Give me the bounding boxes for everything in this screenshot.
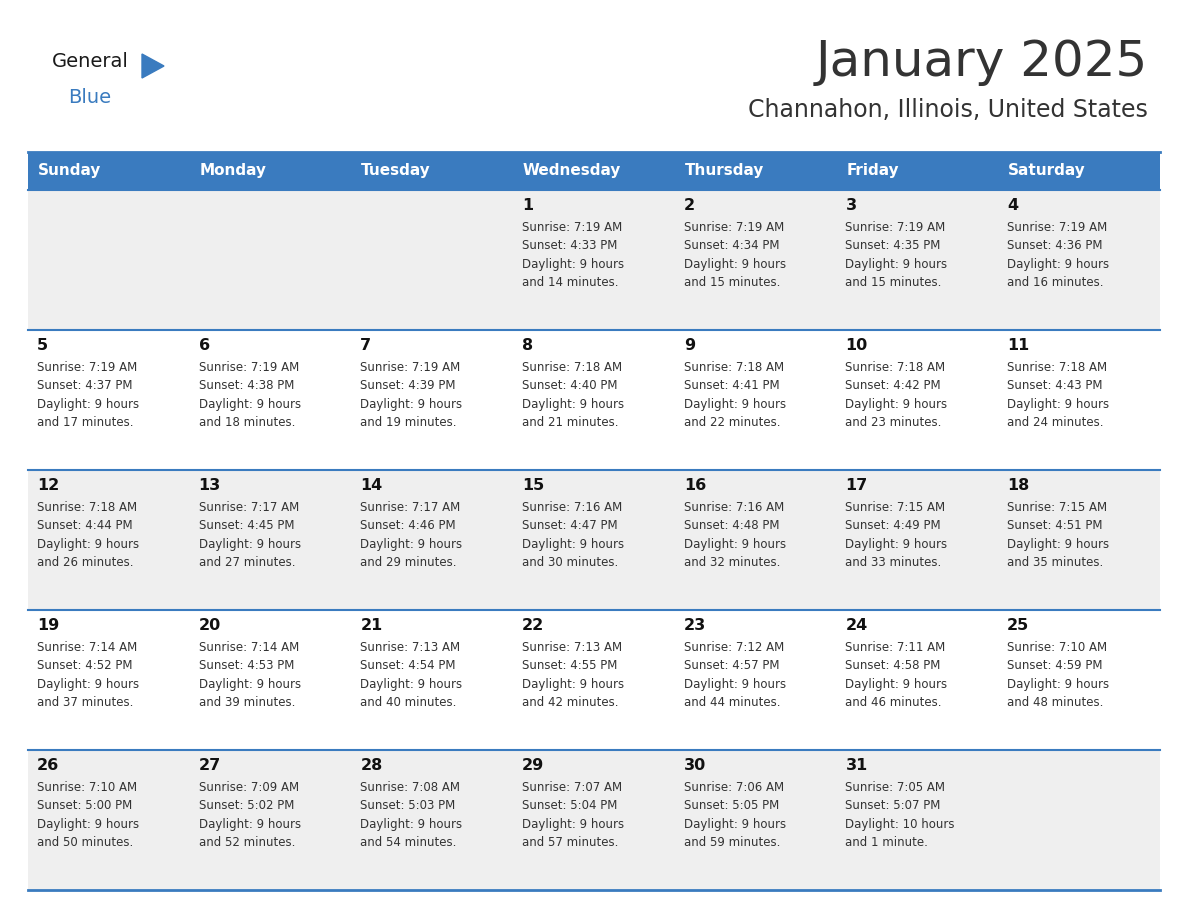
Text: Sunrise: 7:16 AM
Sunset: 4:47 PM
Daylight: 9 hours
and 30 minutes.: Sunrise: 7:16 AM Sunset: 4:47 PM Dayligh… xyxy=(522,501,624,569)
Text: 14: 14 xyxy=(360,478,383,493)
Text: 13: 13 xyxy=(198,478,221,493)
Text: Sunrise: 7:08 AM
Sunset: 5:03 PM
Daylight: 9 hours
and 54 minutes.: Sunrise: 7:08 AM Sunset: 5:03 PM Dayligh… xyxy=(360,781,462,849)
Bar xyxy=(29,470,1159,610)
Text: 28: 28 xyxy=(360,758,383,773)
Text: Sunrise: 7:19 AM
Sunset: 4:37 PM
Daylight: 9 hours
and 17 minutes.: Sunrise: 7:19 AM Sunset: 4:37 PM Dayligh… xyxy=(37,361,139,430)
Bar xyxy=(29,330,1159,470)
Text: Sunrise: 7:14 AM
Sunset: 4:52 PM
Daylight: 9 hours
and 37 minutes.: Sunrise: 7:14 AM Sunset: 4:52 PM Dayligh… xyxy=(37,641,139,710)
Text: Sunrise: 7:06 AM
Sunset: 5:05 PM
Daylight: 9 hours
and 59 minutes.: Sunrise: 7:06 AM Sunset: 5:05 PM Dayligh… xyxy=(684,781,786,849)
Bar xyxy=(29,750,1159,890)
Text: Friday: Friday xyxy=(846,163,899,178)
Text: 8: 8 xyxy=(522,339,533,353)
Polygon shape xyxy=(143,54,164,78)
Text: 12: 12 xyxy=(37,478,59,493)
Text: Sunrise: 7:13 AM
Sunset: 4:55 PM
Daylight: 9 hours
and 42 minutes.: Sunrise: 7:13 AM Sunset: 4:55 PM Dayligh… xyxy=(522,641,624,710)
Text: 26: 26 xyxy=(37,758,59,773)
Text: Sunrise: 7:14 AM
Sunset: 4:53 PM
Daylight: 9 hours
and 39 minutes.: Sunrise: 7:14 AM Sunset: 4:53 PM Dayligh… xyxy=(198,641,301,710)
Text: 21: 21 xyxy=(360,619,383,633)
Text: Sunrise: 7:19 AM
Sunset: 4:35 PM
Daylight: 9 hours
and 15 minutes.: Sunrise: 7:19 AM Sunset: 4:35 PM Dayligh… xyxy=(846,221,948,289)
Text: Saturday: Saturday xyxy=(1007,163,1086,178)
Text: Sunrise: 7:10 AM
Sunset: 4:59 PM
Daylight: 9 hours
and 48 minutes.: Sunrise: 7:10 AM Sunset: 4:59 PM Dayligh… xyxy=(1007,641,1110,710)
Text: 25: 25 xyxy=(1007,619,1030,633)
Text: 30: 30 xyxy=(684,758,706,773)
Text: Channahon, Illinois, United States: Channahon, Illinois, United States xyxy=(748,98,1148,122)
Text: 23: 23 xyxy=(684,619,706,633)
Text: Sunrise: 7:15 AM
Sunset: 4:51 PM
Daylight: 9 hours
and 35 minutes.: Sunrise: 7:15 AM Sunset: 4:51 PM Dayligh… xyxy=(1007,501,1110,569)
Text: Sunrise: 7:19 AM
Sunset: 4:33 PM
Daylight: 9 hours
and 14 minutes.: Sunrise: 7:19 AM Sunset: 4:33 PM Dayligh… xyxy=(522,221,624,289)
Text: Sunrise: 7:09 AM
Sunset: 5:02 PM
Daylight: 9 hours
and 52 minutes.: Sunrise: 7:09 AM Sunset: 5:02 PM Dayligh… xyxy=(198,781,301,849)
Text: 5: 5 xyxy=(37,339,48,353)
Bar xyxy=(29,152,190,190)
Text: Tuesday: Tuesday xyxy=(361,163,431,178)
Text: Sunrise: 7:16 AM
Sunset: 4:48 PM
Daylight: 9 hours
and 32 minutes.: Sunrise: 7:16 AM Sunset: 4:48 PM Dayligh… xyxy=(684,501,786,569)
Text: 19: 19 xyxy=(37,619,59,633)
Bar xyxy=(29,610,1159,750)
Bar xyxy=(675,152,836,190)
Text: Sunrise: 7:19 AM
Sunset: 4:39 PM
Daylight: 9 hours
and 19 minutes.: Sunrise: 7:19 AM Sunset: 4:39 PM Dayligh… xyxy=(360,361,462,430)
Text: General: General xyxy=(52,52,128,71)
Text: 6: 6 xyxy=(198,339,210,353)
Text: Sunrise: 7:07 AM
Sunset: 5:04 PM
Daylight: 9 hours
and 57 minutes.: Sunrise: 7:07 AM Sunset: 5:04 PM Dayligh… xyxy=(522,781,624,849)
Text: 20: 20 xyxy=(198,619,221,633)
Text: Sunrise: 7:12 AM
Sunset: 4:57 PM
Daylight: 9 hours
and 44 minutes.: Sunrise: 7:12 AM Sunset: 4:57 PM Dayligh… xyxy=(684,641,786,710)
Text: Sunrise: 7:18 AM
Sunset: 4:44 PM
Daylight: 9 hours
and 26 minutes.: Sunrise: 7:18 AM Sunset: 4:44 PM Dayligh… xyxy=(37,501,139,569)
Text: 9: 9 xyxy=(684,339,695,353)
Text: 1: 1 xyxy=(522,198,533,213)
Text: Sunrise: 7:18 AM
Sunset: 4:43 PM
Daylight: 9 hours
and 24 minutes.: Sunrise: 7:18 AM Sunset: 4:43 PM Dayligh… xyxy=(1007,361,1110,430)
Bar xyxy=(190,152,352,190)
Text: 16: 16 xyxy=(684,478,706,493)
Bar xyxy=(836,152,998,190)
Text: Sunrise: 7:11 AM
Sunset: 4:58 PM
Daylight: 9 hours
and 46 minutes.: Sunrise: 7:11 AM Sunset: 4:58 PM Dayligh… xyxy=(846,641,948,710)
Text: 18: 18 xyxy=(1007,478,1030,493)
Text: Sunrise: 7:18 AM
Sunset: 4:42 PM
Daylight: 9 hours
and 23 minutes.: Sunrise: 7:18 AM Sunset: 4:42 PM Dayligh… xyxy=(846,361,948,430)
Text: 11: 11 xyxy=(1007,339,1030,353)
Text: Sunrise: 7:19 AM
Sunset: 4:36 PM
Daylight: 9 hours
and 16 minutes.: Sunrise: 7:19 AM Sunset: 4:36 PM Dayligh… xyxy=(1007,221,1110,289)
Bar xyxy=(998,152,1159,190)
Text: Sunrise: 7:10 AM
Sunset: 5:00 PM
Daylight: 9 hours
and 50 minutes.: Sunrise: 7:10 AM Sunset: 5:00 PM Dayligh… xyxy=(37,781,139,849)
Text: Monday: Monday xyxy=(200,163,266,178)
Text: Sunrise: 7:15 AM
Sunset: 4:49 PM
Daylight: 9 hours
and 33 minutes.: Sunrise: 7:15 AM Sunset: 4:49 PM Dayligh… xyxy=(846,501,948,569)
Text: Wednesday: Wednesday xyxy=(523,163,621,178)
Text: Sunrise: 7:17 AM
Sunset: 4:45 PM
Daylight: 9 hours
and 27 minutes.: Sunrise: 7:17 AM Sunset: 4:45 PM Dayligh… xyxy=(198,501,301,569)
Text: Blue: Blue xyxy=(68,88,112,107)
Text: Sunrise: 7:13 AM
Sunset: 4:54 PM
Daylight: 9 hours
and 40 minutes.: Sunrise: 7:13 AM Sunset: 4:54 PM Dayligh… xyxy=(360,641,462,710)
Text: 31: 31 xyxy=(846,758,867,773)
Text: Sunrise: 7:18 AM
Sunset: 4:41 PM
Daylight: 9 hours
and 22 minutes.: Sunrise: 7:18 AM Sunset: 4:41 PM Dayligh… xyxy=(684,361,786,430)
Text: 17: 17 xyxy=(846,478,867,493)
Text: Sunrise: 7:18 AM
Sunset: 4:40 PM
Daylight: 9 hours
and 21 minutes.: Sunrise: 7:18 AM Sunset: 4:40 PM Dayligh… xyxy=(522,361,624,430)
Text: Sunday: Sunday xyxy=(38,163,101,178)
Text: 29: 29 xyxy=(522,758,544,773)
Text: Sunrise: 7:17 AM
Sunset: 4:46 PM
Daylight: 9 hours
and 29 minutes.: Sunrise: 7:17 AM Sunset: 4:46 PM Dayligh… xyxy=(360,501,462,569)
Text: 10: 10 xyxy=(846,339,867,353)
Text: Sunrise: 7:05 AM
Sunset: 5:07 PM
Daylight: 10 hours
and 1 minute.: Sunrise: 7:05 AM Sunset: 5:07 PM Dayligh… xyxy=(846,781,955,849)
Text: 3: 3 xyxy=(846,198,857,213)
Text: 15: 15 xyxy=(522,478,544,493)
Bar xyxy=(352,152,513,190)
Text: 7: 7 xyxy=(360,339,372,353)
Bar xyxy=(513,152,675,190)
Text: 4: 4 xyxy=(1007,198,1018,213)
Text: 24: 24 xyxy=(846,619,867,633)
Bar xyxy=(29,190,1159,330)
Text: 27: 27 xyxy=(198,758,221,773)
Text: 2: 2 xyxy=(684,198,695,213)
Text: Thursday: Thursday xyxy=(684,163,764,178)
Text: January 2025: January 2025 xyxy=(816,38,1148,86)
Text: 22: 22 xyxy=(522,619,544,633)
Text: Sunrise: 7:19 AM
Sunset: 4:38 PM
Daylight: 9 hours
and 18 minutes.: Sunrise: 7:19 AM Sunset: 4:38 PM Dayligh… xyxy=(198,361,301,430)
Text: Sunrise: 7:19 AM
Sunset: 4:34 PM
Daylight: 9 hours
and 15 minutes.: Sunrise: 7:19 AM Sunset: 4:34 PM Dayligh… xyxy=(684,221,786,289)
